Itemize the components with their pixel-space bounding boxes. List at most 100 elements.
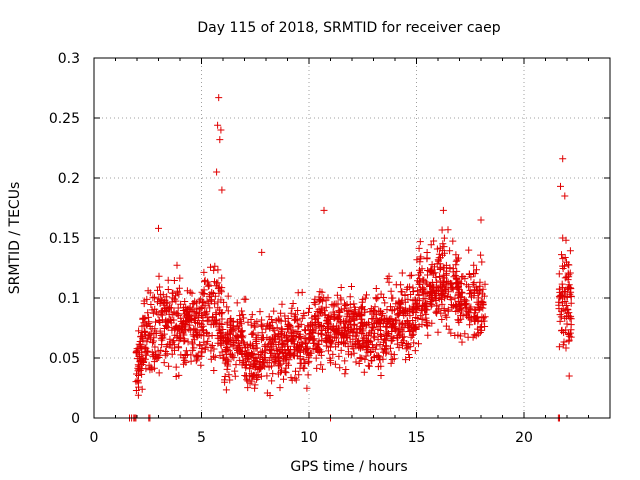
data-point [233,299,241,307]
data-point [287,309,295,317]
data-point [561,254,569,261]
data-point [387,303,394,311]
data-point [439,206,447,214]
data-point [387,344,394,352]
data-point [263,372,271,380]
data-point [141,343,149,351]
data-point [348,283,355,290]
data-point [436,282,444,290]
data-point [423,321,431,329]
data-point [392,281,400,289]
data-point [309,335,317,343]
data-point [216,136,224,144]
data-point [163,308,170,316]
data-point [276,330,284,338]
data-point [448,280,456,288]
data-point [240,338,248,346]
data-point [188,289,196,297]
data-point [303,343,311,351]
data-point [172,292,179,300]
data-point [385,316,393,324]
data-point [135,383,142,391]
data-point [383,306,391,314]
data-point [145,332,153,340]
data-point [337,346,345,354]
data-point [320,206,328,214]
data-point [198,320,206,328]
data-point [331,333,339,341]
data-point [155,272,163,280]
data-point [223,360,231,368]
data-point [464,333,472,341]
data-point [458,338,466,346]
data-point [190,325,198,333]
data-point [410,304,418,312]
data-point [311,300,319,308]
data-point [349,335,357,343]
data-point [292,315,299,323]
data-point [226,376,234,384]
data-point [362,321,370,329]
data-point [149,309,157,317]
data-point [559,155,567,163]
data-point [349,345,357,353]
data-point [219,354,227,362]
data-point [286,351,294,359]
data-point [400,333,408,341]
data-point [210,266,218,274]
data-point [404,295,412,303]
data-point [463,310,471,318]
data-point [211,292,219,300]
data-point [223,318,231,326]
data-point [462,299,470,307]
data-point [387,359,395,367]
data-point [296,348,304,356]
data-point [559,265,567,272]
data-point [142,320,150,328]
data-point [171,331,179,339]
data-point [427,241,435,249]
data-point [457,315,465,323]
data-point [139,336,147,344]
data-point [349,329,357,337]
data-point [281,368,289,376]
data-point [394,334,402,342]
data-point [313,364,321,372]
data-point [268,318,276,326]
data-point [329,308,337,316]
data-point [440,264,448,272]
data-point [361,308,369,316]
data-point [195,297,203,305]
data-point [172,363,180,371]
data-point [444,306,452,314]
data-point [398,288,406,296]
data-point [269,370,277,378]
data-point [250,371,257,379]
data-point [222,346,230,354]
data-point [231,367,239,375]
data-point [363,338,371,346]
data-point [475,294,483,302]
y-tick-label: 0.3 [58,51,80,67]
data-point [251,323,259,331]
data-point [556,317,564,325]
data-point [180,318,187,326]
data-point [287,374,295,382]
data-point [146,331,154,339]
data-point [414,287,422,295]
data-point [222,386,230,394]
data-point [465,246,473,254]
plot-frame [93,57,611,419]
data-point [256,308,264,316]
data-point [211,262,219,270]
data-point [232,361,240,369]
data-point [199,326,207,334]
data-point [319,365,326,373]
data-point [379,309,387,317]
data-point [442,271,450,279]
data-point [426,281,434,289]
data-point [367,348,375,355]
data-point [306,334,313,342]
data-point [207,343,215,351]
data-point [213,279,221,287]
